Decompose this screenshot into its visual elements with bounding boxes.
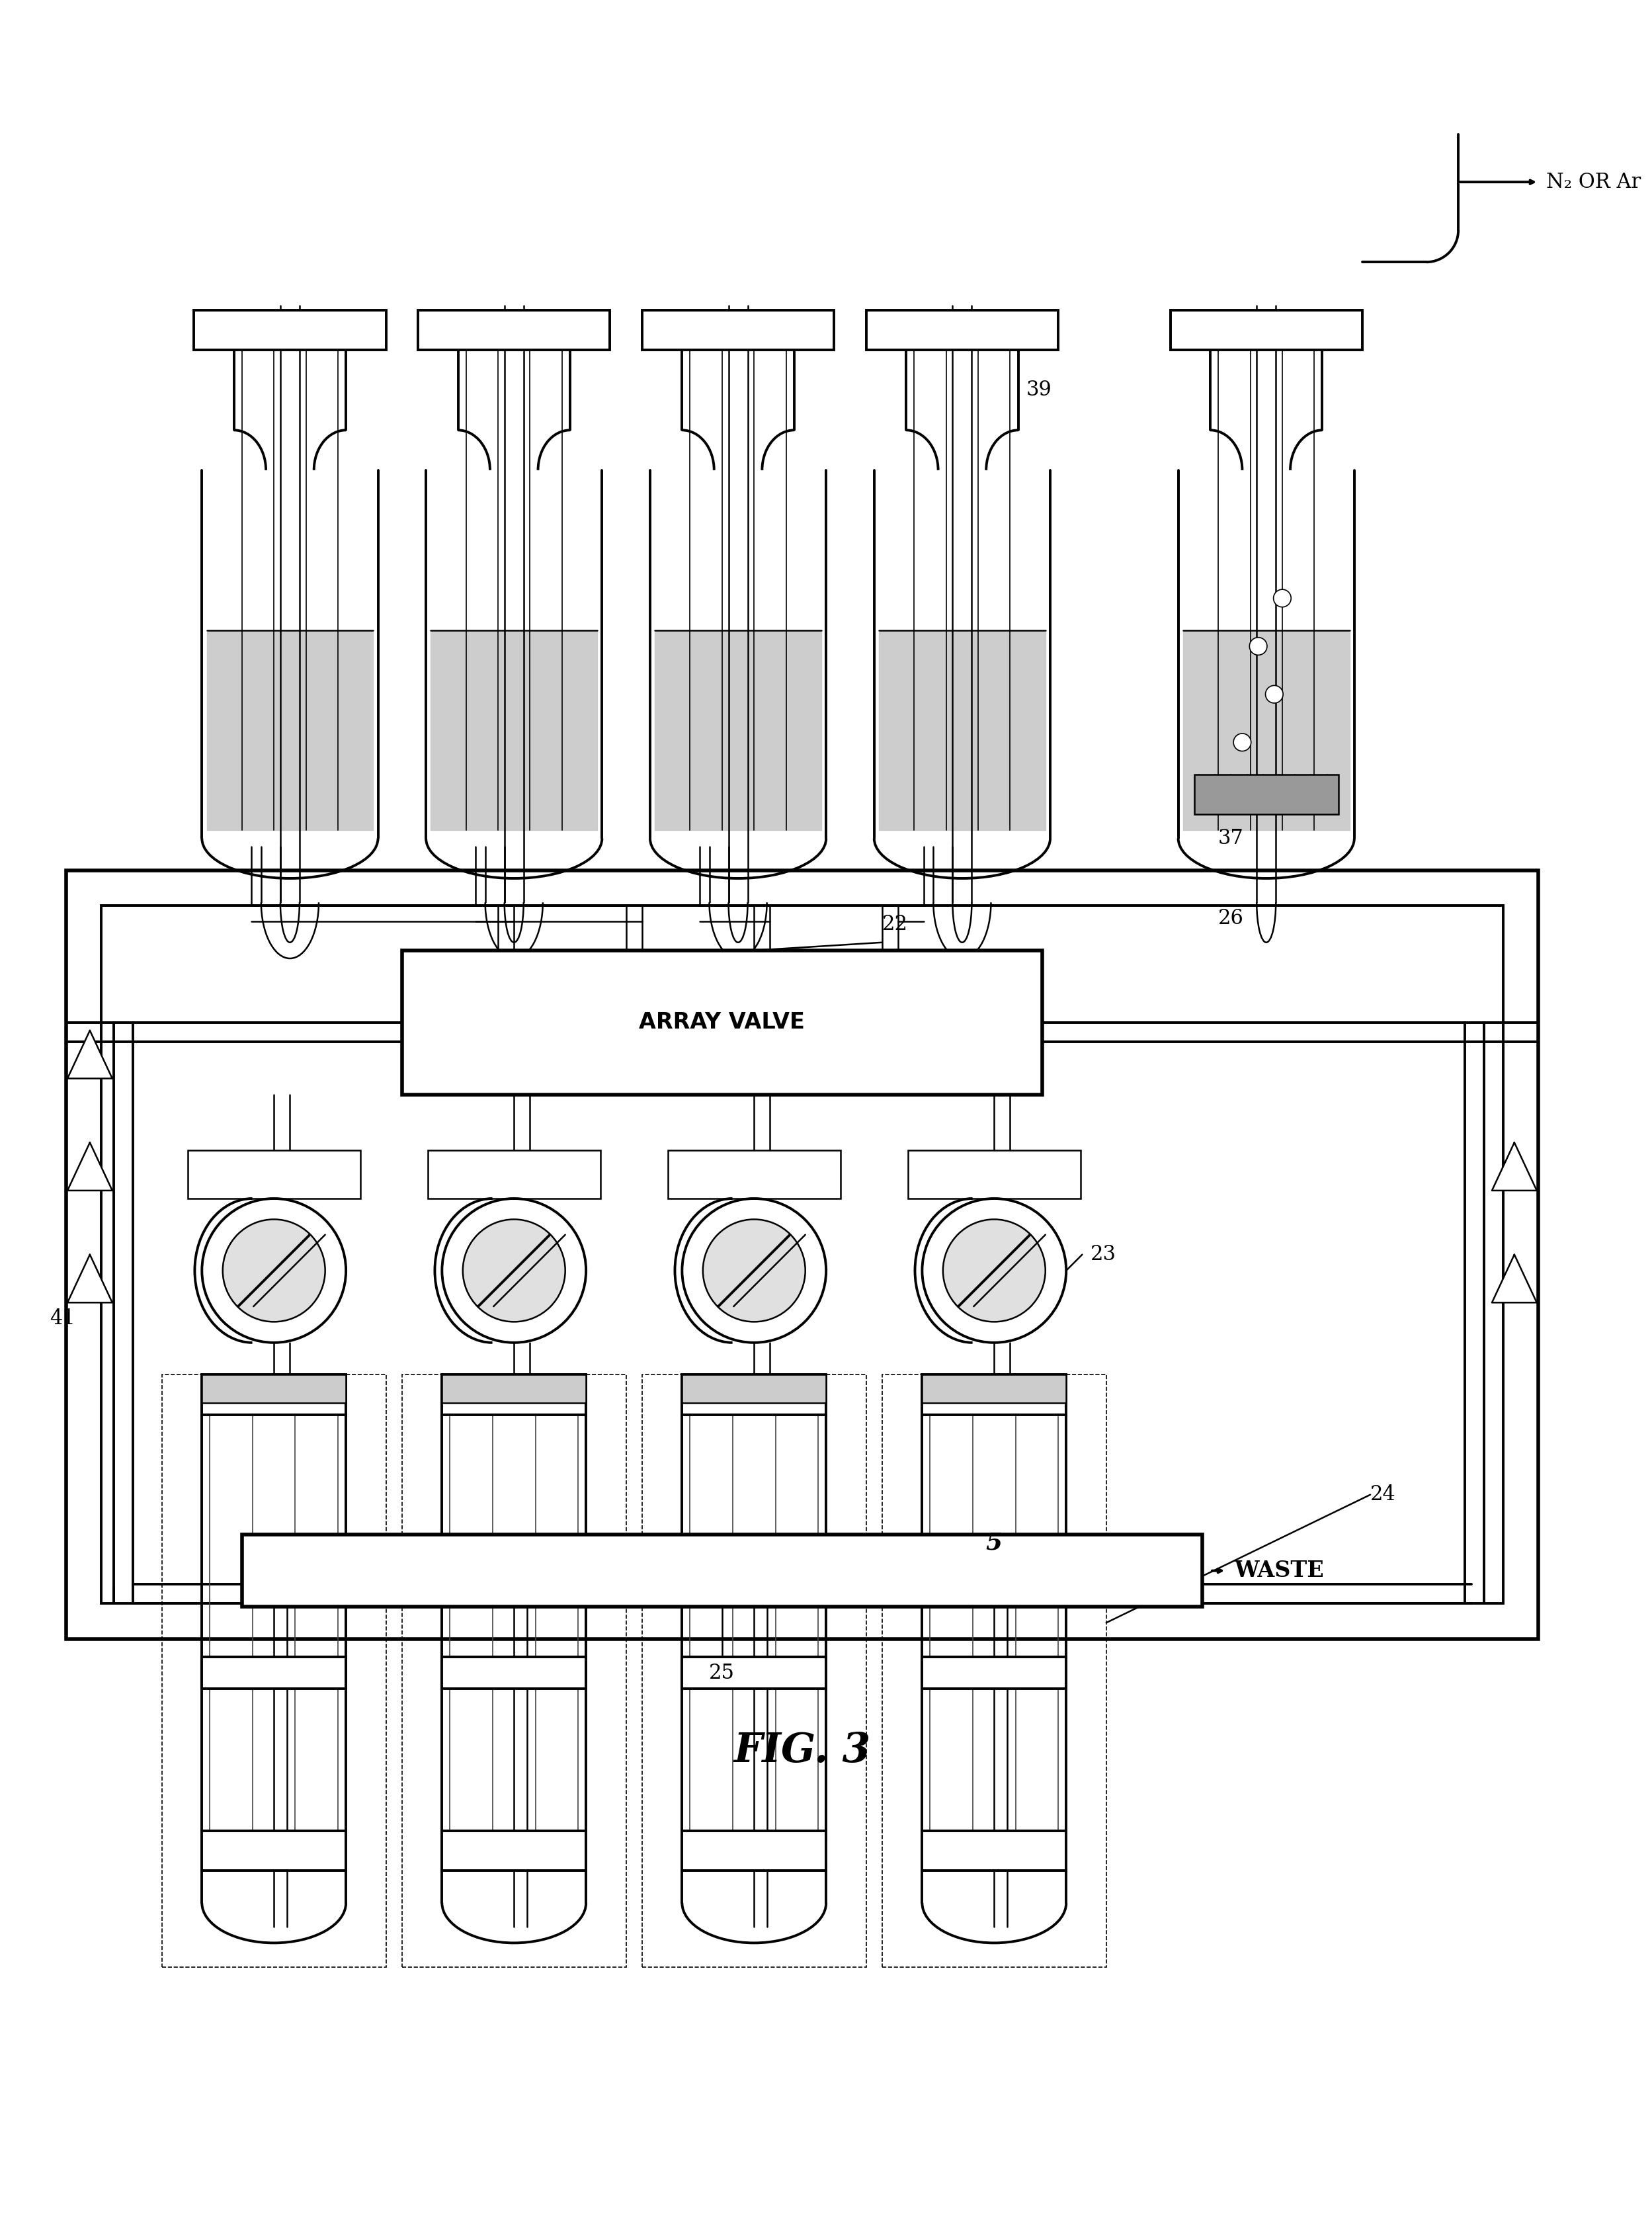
Polygon shape bbox=[1492, 1143, 1536, 1190]
Circle shape bbox=[943, 1219, 1046, 1322]
Bar bbox=[418, 311, 610, 351]
Bar bbox=[101, 906, 1503, 1604]
Bar bbox=[643, 1374, 866, 1966]
Bar bbox=[682, 1374, 826, 1414]
Text: 22: 22 bbox=[882, 915, 909, 935]
Bar bbox=[443, 1374, 586, 1403]
Bar bbox=[193, 311, 387, 351]
Circle shape bbox=[1249, 638, 1267, 655]
Bar bbox=[907, 1150, 1080, 1199]
Bar bbox=[443, 1658, 586, 1689]
Bar bbox=[241, 1535, 1203, 1606]
Circle shape bbox=[1265, 685, 1284, 702]
Text: N₂ OR Ar: N₂ OR Ar bbox=[1546, 172, 1640, 192]
Bar bbox=[202, 1830, 345, 1870]
Circle shape bbox=[682, 1199, 826, 1342]
Text: 39: 39 bbox=[1026, 380, 1052, 400]
Polygon shape bbox=[1492, 1255, 1536, 1302]
Bar bbox=[682, 1830, 826, 1870]
Bar bbox=[202, 1374, 345, 1403]
Polygon shape bbox=[68, 1031, 112, 1078]
Text: 25: 25 bbox=[709, 1662, 735, 1682]
Text: 23: 23 bbox=[1090, 1244, 1117, 1264]
Circle shape bbox=[463, 1219, 565, 1322]
Circle shape bbox=[202, 1199, 345, 1342]
Bar bbox=[682, 1374, 826, 1403]
Polygon shape bbox=[68, 1255, 112, 1302]
Bar bbox=[882, 1374, 1107, 1966]
Bar bbox=[401, 1374, 626, 1966]
Bar bbox=[922, 1830, 1066, 1870]
Text: FIG. 3: FIG. 3 bbox=[733, 1731, 871, 1772]
Bar bbox=[643, 311, 834, 351]
Bar bbox=[187, 1150, 360, 1199]
Text: 24: 24 bbox=[1370, 1485, 1396, 1506]
Text: WASTE: WASTE bbox=[1234, 1559, 1323, 1582]
Polygon shape bbox=[68, 1143, 112, 1190]
Bar bbox=[162, 1374, 387, 1966]
Bar bbox=[202, 1374, 345, 1414]
Bar bbox=[1194, 774, 1338, 814]
Text: 37: 37 bbox=[1218, 828, 1244, 848]
Bar bbox=[401, 951, 1042, 1094]
Circle shape bbox=[223, 1219, 325, 1322]
Circle shape bbox=[1234, 734, 1251, 752]
Bar bbox=[866, 311, 1059, 351]
Bar bbox=[922, 1374, 1066, 1403]
Circle shape bbox=[922, 1199, 1066, 1342]
Bar bbox=[443, 1830, 586, 1870]
Bar bbox=[922, 1374, 1066, 1414]
Circle shape bbox=[702, 1219, 805, 1322]
Bar bbox=[667, 1150, 841, 1199]
Circle shape bbox=[443, 1199, 586, 1342]
Bar bbox=[443, 1374, 586, 1414]
Circle shape bbox=[1274, 588, 1292, 606]
Text: ARRAY VALVE: ARRAY VALVE bbox=[639, 1011, 805, 1033]
Bar bbox=[1170, 311, 1363, 351]
Text: 41: 41 bbox=[50, 1309, 76, 1329]
Bar bbox=[922, 1658, 1066, 1689]
Text: 26: 26 bbox=[1218, 908, 1244, 928]
Text: 5: 5 bbox=[986, 1532, 1003, 1555]
Bar bbox=[428, 1150, 600, 1199]
Bar bbox=[202, 1658, 345, 1689]
Bar bbox=[66, 870, 1538, 1640]
Bar bbox=[682, 1658, 826, 1689]
